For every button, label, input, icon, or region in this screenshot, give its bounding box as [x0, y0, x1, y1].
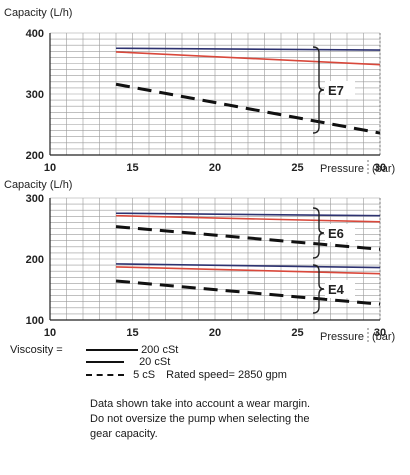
chart-1-x-tick-label: 10 [44, 162, 56, 174]
chart-1-x-tick-label: 20 [209, 162, 221, 174]
chart-1-group-bracket [312, 46, 325, 134]
chart-1-e7-series-5cs [115, 82, 381, 135]
chart-2-y-tick-label: 200 [26, 254, 44, 266]
chart-1-group-label-e7: E7 [328, 83, 344, 98]
legend-title: Viscosity = [10, 344, 63, 356]
chart-1-x-tick-label: 30 [374, 162, 386, 174]
chart-2-x-tick-label: 10 [44, 327, 56, 339]
chart-2-group-label-e4: E4 [328, 282, 345, 297]
chart-2-group-bracket [312, 207, 325, 259]
note-line-2: Do not oversize the pump when selecting … [90, 413, 310, 425]
chart-2-x-tick-label: 25 [291, 327, 303, 339]
note-line-1: Data shown take into account a wear marg… [90, 398, 311, 410]
chart-2-x-tick-label: 20 [209, 327, 221, 339]
chart-2-e6-series-20cst [115, 214, 381, 223]
chart-1-x-axis-label: Pressure [320, 163, 364, 175]
chart-2-group-bracket [312, 264, 325, 314]
chart-1-x-tick-label: 25 [291, 162, 303, 174]
legend-item-20cst: 20 cSt [86, 356, 170, 368]
legend-item-200cst: 200 cSt [86, 344, 178, 356]
chart-1-y-tick-label: 400 [26, 28, 44, 40]
chart-2-e4-series-5cs [115, 279, 381, 306]
solid-line-swatch [86, 361, 124, 364]
chart-2-group-label-bg [325, 280, 355, 298]
chart-2-x-tick-label: 30 [374, 327, 386, 339]
legend-item-5cs: 5 cS Rated speed= 2850 gpm [86, 369, 287, 381]
chart-1-e7-series-200cst [115, 47, 381, 51]
legend-label-200cst: 200 cSt [141, 344, 179, 356]
note-block: Data shown take into account a wear marg… [90, 397, 380, 442]
chart-2-y-axis-label: Capacity (L/h) [4, 179, 72, 191]
solid-line-swatch [86, 349, 138, 352]
chart-1-y-tick-label: 300 [26, 89, 44, 101]
dashed-line-swatch [86, 374, 124, 377]
chart-2-e6-series-5cs [115, 225, 381, 251]
chart-2-x-axis-unit-label: (bar) [372, 331, 395, 343]
chart-2-x-axis-label: Pressure [320, 331, 364, 343]
note-line-3: gear capacity. [90, 428, 158, 440]
chart-1-e7-series-20cst [115, 51, 381, 66]
chart-2-e6-series-200cst [115, 212, 381, 217]
chart-1-x-axis-unit-label: (bar) [372, 163, 395, 175]
chart-2-y-tick-label: 300 [26, 193, 44, 205]
chart-2-e4-series-20cst [115, 266, 381, 275]
chart-2-x-tick-label: 15 [126, 327, 138, 339]
chart-1-group-label-bg [325, 81, 355, 99]
legend-label-20cst: 20 cSt [139, 356, 171, 368]
legend-title-row: Viscosity = [10, 344, 63, 356]
chart-2-group-label-e6: E6 [328, 226, 344, 241]
chart-1-y-tick-label: 200 [26, 150, 44, 162]
chart-1-x-tick-label: 15 [126, 162, 138, 174]
chart-2-group-label-bg [325, 224, 355, 242]
chart-1-y-axis-label: Capacity (L/h) [4, 7, 72, 19]
chart-2-e4-series-200cst [115, 263, 381, 269]
rated-speed-text: Rated speed= 2850 gpm [166, 369, 287, 381]
chart-2-y-tick-label: 100 [26, 315, 44, 327]
legend-label-5cs: 5 cS [133, 369, 156, 381]
